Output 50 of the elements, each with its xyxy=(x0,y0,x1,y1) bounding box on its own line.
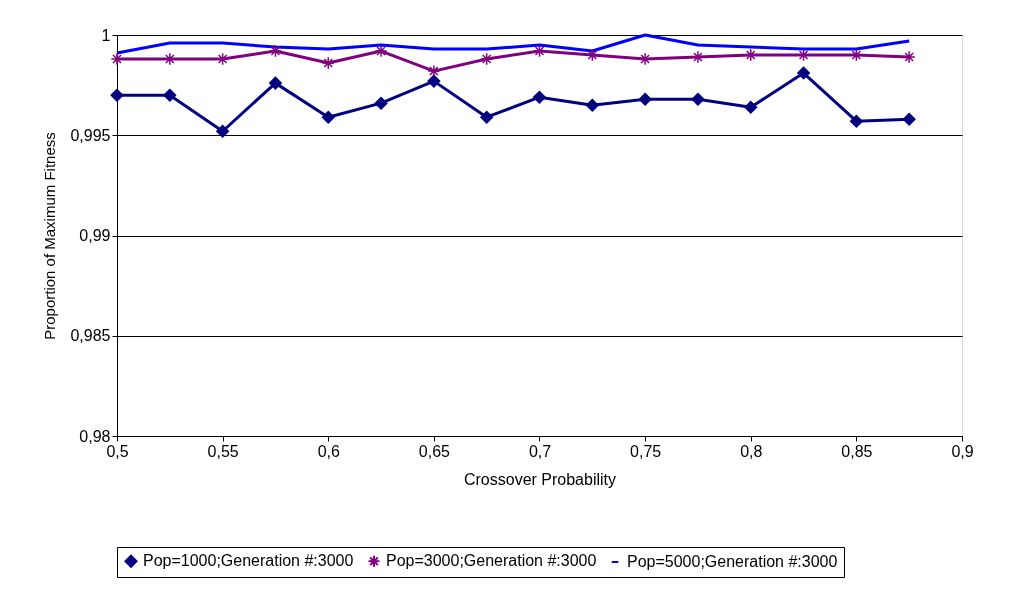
y-tick-label: 1 xyxy=(101,26,111,44)
point xyxy=(691,92,705,106)
point xyxy=(585,98,599,112)
x-axis-title: Crossover Probability xyxy=(463,470,617,488)
point xyxy=(110,88,124,102)
y-axis-title: Proportion of Maximum Fitness xyxy=(41,132,59,340)
point xyxy=(638,52,652,66)
point xyxy=(585,48,599,62)
point xyxy=(216,124,230,138)
point xyxy=(268,44,282,58)
line-series xyxy=(115,33,911,55)
x-tick-label: 0,65 xyxy=(418,442,451,460)
point xyxy=(110,52,124,66)
point xyxy=(797,66,811,80)
y-tick-label: 0,98 xyxy=(79,427,111,445)
x-tick-label: 0,5 xyxy=(106,442,129,460)
point xyxy=(427,64,441,78)
point xyxy=(533,90,546,104)
point xyxy=(849,114,863,128)
x-tick-label: 0,75 xyxy=(630,442,662,460)
x-tick-label: 0,8 xyxy=(740,442,763,460)
y-tick-label: 0,985 xyxy=(70,327,111,345)
point xyxy=(480,52,494,66)
point xyxy=(480,110,494,124)
point xyxy=(216,52,230,66)
point xyxy=(744,48,758,62)
point xyxy=(427,74,441,88)
point xyxy=(533,44,546,58)
x-tick-label: 0,7 xyxy=(528,442,552,460)
point xyxy=(744,100,758,114)
point xyxy=(163,88,177,102)
point xyxy=(268,76,282,90)
point xyxy=(321,56,335,70)
y-tick-label: 0,99 xyxy=(79,227,111,244)
point xyxy=(638,92,652,106)
point xyxy=(321,110,335,124)
x-tick-label: 0,85 xyxy=(841,442,873,460)
legend-label: Pop=1000;Generation #:3000 xyxy=(143,552,354,570)
point xyxy=(374,96,388,110)
point xyxy=(902,50,916,64)
point xyxy=(374,44,388,58)
legend-label: Pop=5000;Generation #:3000 xyxy=(627,553,838,570)
x-tick-label: 0,6 xyxy=(317,442,340,460)
legend-label: Pop=3000;Generation #:3000 xyxy=(386,552,597,570)
point xyxy=(902,112,916,126)
point xyxy=(163,52,177,66)
point xyxy=(691,50,705,64)
x-tick-label: 0,55 xyxy=(207,442,239,460)
y-tick-label: 0,995 xyxy=(70,126,111,144)
x-tick-label: 0,9 xyxy=(951,442,974,460)
